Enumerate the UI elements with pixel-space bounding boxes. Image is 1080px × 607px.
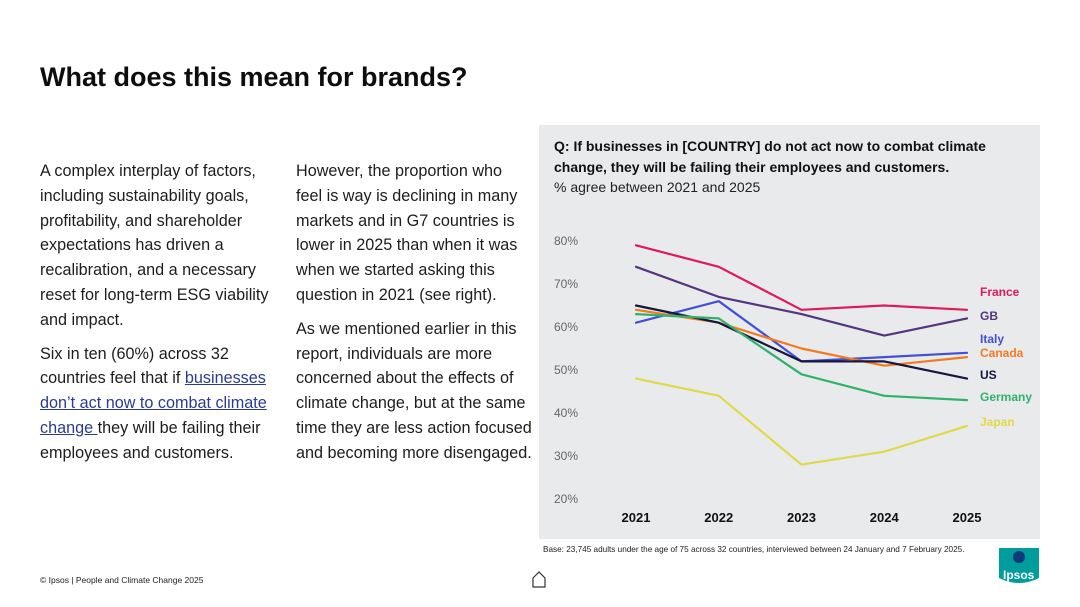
data-point-japan bbox=[966, 425, 968, 427]
data-point-us bbox=[883, 360, 885, 362]
data-point-gb bbox=[635, 266, 637, 268]
data-point-italy bbox=[966, 352, 968, 354]
legend-label-canada: Canada bbox=[980, 346, 1024, 360]
data-point-germany bbox=[883, 395, 885, 397]
y-tick-label: 40% bbox=[554, 406, 578, 420]
intro-paragraph: A complex interplay of factors, includin… bbox=[40, 162, 269, 329]
data-point-france bbox=[966, 309, 968, 311]
data-point-germany bbox=[800, 373, 803, 375]
data-point-us bbox=[635, 304, 637, 307]
data-point-canada bbox=[883, 365, 885, 367]
data-point-germany bbox=[635, 313, 637, 315]
x-tick-label: 2025 bbox=[953, 510, 982, 525]
y-tick-label: 70% bbox=[554, 277, 578, 291]
legend-label-gb: GB bbox=[980, 309, 998, 323]
data-point-germany bbox=[718, 317, 720, 319]
right-text-column: However, the proportion who feel is way … bbox=[296, 159, 532, 475]
data-point-canada bbox=[966, 356, 968, 358]
decline-paragraph: However, the proportion who feel is way … bbox=[296, 162, 518, 304]
logo-text: Ipsos bbox=[1003, 568, 1035, 582]
data-point-gb bbox=[883, 335, 885, 337]
data-point-gb bbox=[966, 317, 968, 319]
line-chart: 20% 30% 40% 50% 60% 70% 80% 2021 2022 2023 2024 202… bbox=[554, 234, 1032, 525]
data-point-canada bbox=[635, 309, 637, 311]
data-point-france bbox=[800, 309, 803, 311]
series-line-canada bbox=[634, 308, 969, 367]
y-tick-label: 80% bbox=[554, 234, 578, 248]
x-tick-label: 2024 bbox=[870, 510, 900, 525]
home-icon[interactable] bbox=[531, 570, 547, 588]
legend-label-us: US bbox=[980, 368, 997, 382]
legend-label-italy: Italy bbox=[980, 332, 1004, 346]
y-tick-label: 20% bbox=[554, 492, 578, 506]
climate-action-link[interactable]: businesses don’t act now to combat clima… bbox=[40, 369, 267, 437]
series-line-japan bbox=[634, 377, 969, 466]
data-point-italy bbox=[718, 300, 720, 302]
data-point-france bbox=[718, 266, 720, 268]
series-line-germany bbox=[634, 313, 969, 402]
chart-subtitle: % agree between 2021 and 2025 bbox=[554, 179, 761, 195]
data-point-japan bbox=[635, 378, 637, 380]
x-tick-label: 2021 bbox=[622, 510, 651, 525]
data-point-japan bbox=[800, 464, 803, 466]
data-point-us bbox=[718, 322, 720, 324]
data-point-gb bbox=[718, 296, 720, 298]
chart-question: Q: If businesses in [COUNTRY] do not act… bbox=[554, 138, 986, 175]
data-point-germany bbox=[966, 399, 968, 401]
data-point-canada bbox=[800, 347, 803, 350]
x-tick-label: 2022 bbox=[704, 510, 733, 525]
legend-label-france: France bbox=[980, 285, 1020, 299]
data-point-japan bbox=[883, 451, 885, 453]
data-point-france bbox=[883, 304, 885, 307]
legend-label-germany: Germany bbox=[980, 390, 1032, 404]
y-tick-label: 50% bbox=[554, 363, 578, 377]
data-point-us bbox=[800, 360, 803, 362]
y-tick-label: 60% bbox=[554, 320, 578, 334]
page-title: What does this mean for brands? bbox=[40, 62, 468, 92]
data-point-france bbox=[635, 244, 637, 246]
data-point-us bbox=[966, 378, 968, 380]
chart-panel: Q: If businesses in [COUNTRY] do not act… bbox=[539, 125, 1040, 539]
data-point-italy bbox=[635, 322, 637, 324]
series-line-gb bbox=[634, 265, 969, 337]
data-point-gb bbox=[800, 313, 803, 315]
ipsos-logo bbox=[999, 548, 1039, 583]
disengaged-paragraph: As we mentioned earlier in this report, … bbox=[296, 319, 532, 462]
data-point-italy bbox=[883, 356, 885, 358]
y-tick-label: 30% bbox=[554, 449, 578, 463]
stat-text-end: they will be failing their employees and… bbox=[40, 418, 261, 462]
stat-text: Six in ten (60%) across 32 countries fee… bbox=[40, 344, 229, 388]
legend-label-japan: Japan bbox=[980, 415, 1015, 429]
series-line-france bbox=[634, 244, 969, 311]
base-note: Base: 23,745 adults under the age of 75 … bbox=[543, 545, 965, 554]
footer-copyright: © Ipsos | People and Climate Change 2025 bbox=[40, 575, 204, 585]
stat-paragraph: Six in ten (60%) across 32 countries fee… bbox=[40, 342, 280, 466]
data-point-japan bbox=[718, 395, 720, 397]
left-text-column: A complex interplay of factors, includin… bbox=[40, 159, 280, 475]
x-tick-label: 2023 bbox=[787, 510, 816, 525]
